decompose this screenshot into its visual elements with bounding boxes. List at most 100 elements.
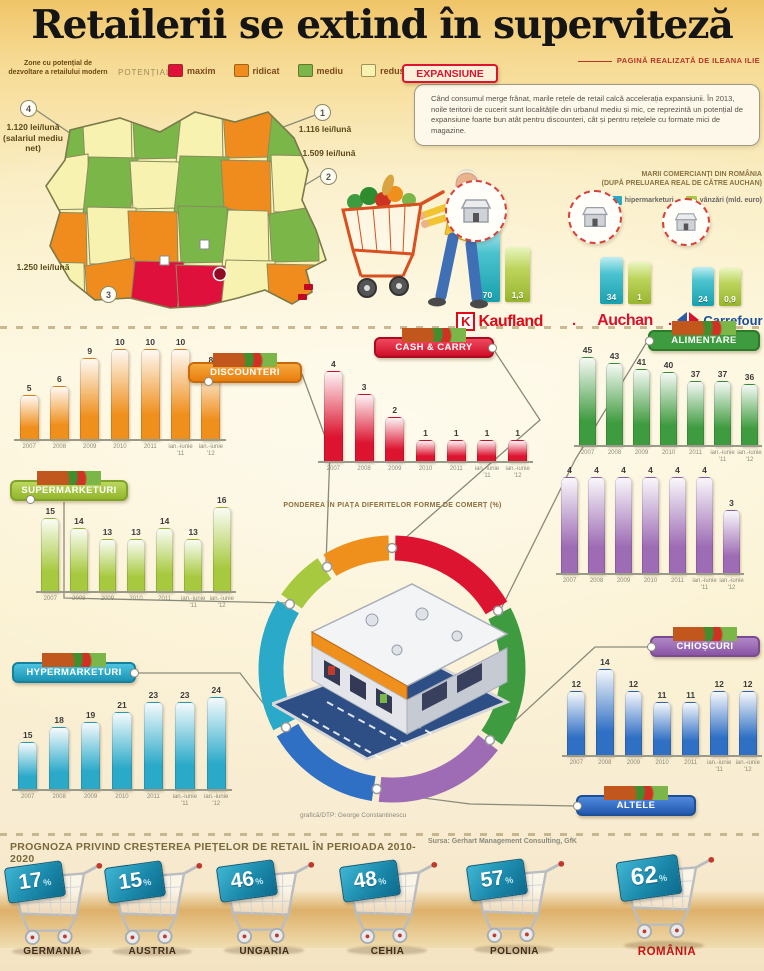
year-label: 2009 xyxy=(388,466,402,472)
chart-column: 11 2011 xyxy=(676,690,705,784)
chart-column: 23 ian.-iunie '11 xyxy=(169,690,200,818)
year-label: 2007 xyxy=(569,760,583,766)
forecast-cart-germania: 17% xyxy=(0,856,105,952)
cart-marker xyxy=(298,294,307,300)
chart-column: 11 2010 xyxy=(648,690,677,784)
store-icon xyxy=(460,199,492,223)
chart-column: 45 2007 xyxy=(574,345,601,474)
legend-label: redus xyxy=(380,65,405,76)
store-marker xyxy=(159,255,170,266)
dashed-separator-top xyxy=(0,326,764,329)
chart-column: 37 ian.-iunie '11 xyxy=(709,369,736,474)
bar-value-label: 15 xyxy=(45,506,56,516)
growth-value: 46 xyxy=(229,867,256,894)
county-cell xyxy=(127,210,179,269)
bar-value-label: 4 xyxy=(567,465,572,475)
sign-label: DISCOUNTERI xyxy=(210,367,280,378)
sign-chioscuri: CHIOȘCURI xyxy=(647,627,760,657)
bar-vanzari: 0,9 xyxy=(719,268,741,306)
bar-value-label: 10 xyxy=(145,337,155,347)
legend-item-maxim: maxim xyxy=(168,64,216,77)
bar xyxy=(669,477,686,575)
bar xyxy=(143,702,164,791)
year-label: ian.-iunie '11 xyxy=(180,596,206,609)
carrefour-diamond-icon xyxy=(677,312,700,328)
retailer-auchan: 34 1 xyxy=(568,190,668,310)
callout-number-3: 3 xyxy=(100,286,117,303)
legend-item-mediu: mediu xyxy=(297,64,343,77)
bar-value-label: 10 xyxy=(115,337,125,347)
bar-value-label: 13 xyxy=(131,527,141,537)
chart-column: 13 2010 xyxy=(122,527,151,620)
chart-column: 12 2009 xyxy=(619,679,648,784)
market-share-title: PONDEREA ÎN PIAȚA DIFERITELOR FORME DE C… xyxy=(283,502,502,509)
bar-value-label: 5 xyxy=(26,383,32,393)
cart-marker xyxy=(304,284,313,290)
produce-decoration xyxy=(37,471,101,485)
percent-sign: % xyxy=(377,875,388,887)
x-axis xyxy=(36,591,236,593)
year-label: 2011 xyxy=(449,466,463,472)
bar-value-label: 1 xyxy=(515,428,521,438)
percent-sign: % xyxy=(142,876,153,888)
year-label: 2008 xyxy=(72,596,86,602)
percent-sign: % xyxy=(254,875,265,887)
sign-pin xyxy=(647,642,656,651)
retailer-carrefour: 24 0,9 xyxy=(662,198,762,310)
year-label: 2011 xyxy=(158,596,172,602)
donut-segment-alimentare xyxy=(481,607,526,745)
bar xyxy=(17,742,38,791)
bar xyxy=(385,417,405,463)
retailers-legend: hipermarketuri vânzări (mld. euro) xyxy=(490,196,762,205)
bar-value-label: 3 xyxy=(729,498,734,508)
chart-column: 13 2009 xyxy=(93,527,122,620)
chart-column: 36 ian.-iunie '12 xyxy=(736,372,763,474)
bar-value-label: 43 xyxy=(609,351,620,361)
bar-value-label: 19 xyxy=(85,710,96,720)
store-icon xyxy=(582,207,608,227)
chart-column: 13 ian.-iunie '11 xyxy=(179,527,208,620)
bar xyxy=(633,369,650,447)
legend-swatch-ridicat xyxy=(233,64,249,77)
chart-column: 4 2011 xyxy=(664,465,691,602)
year-label: 2011 xyxy=(146,794,160,800)
bar xyxy=(49,727,69,791)
bar xyxy=(714,381,731,447)
year-label: 2009 xyxy=(634,450,649,456)
bar xyxy=(41,518,60,593)
growth-value: 15 xyxy=(117,868,144,895)
bar-value-label: 13 xyxy=(188,527,198,537)
chart-column: 2 2009 xyxy=(379,405,410,490)
growth-value: 48 xyxy=(352,867,379,894)
bar-value-label: 14 xyxy=(159,516,170,526)
store-icon-circle xyxy=(445,180,507,242)
chart-column: 23 2011 xyxy=(138,690,169,818)
year-label: 2007 xyxy=(326,466,341,472)
bar-value-label: 16 xyxy=(217,495,227,505)
bar xyxy=(642,477,659,575)
chart-alimentare: 45 2007 43 2008 41 2009 40 2010 37 2011 37 ian.-iun… xyxy=(574,345,763,474)
year-label: 2008 xyxy=(52,444,67,450)
bar xyxy=(606,363,623,447)
chart-hypermarketuri: 15 2007 18 2008 19 2009 21 2010 23 2011 23 ian.-iun… xyxy=(12,685,232,818)
chart-chioscuri: 12 2007 14 2008 12 2009 11 2010 11 2011 12 ian.-iun… xyxy=(562,657,762,784)
bar xyxy=(710,691,729,757)
year-label: 2009 xyxy=(616,578,631,584)
logo-separator-dot: · xyxy=(572,316,577,333)
bar-vanzari: 1 xyxy=(628,262,651,304)
bar-value-label: 4 xyxy=(702,465,707,475)
logo-separator-dot: · xyxy=(668,316,673,333)
chart-column: 3 2008 xyxy=(349,382,380,490)
callout-text-2: 1.509 lei/lună xyxy=(302,148,356,158)
year-label: 2010 xyxy=(661,450,676,456)
bar-hipermarketuri: 24 xyxy=(692,267,714,306)
expansion-text-box: Când consumul merge frânat, marile rețel… xyxy=(414,84,760,146)
chart-column: 4 ian.-iunie '11 xyxy=(691,465,718,602)
chart-column: 8 ian.-iunie '12 xyxy=(196,355,226,468)
chart-column: 1 2010 xyxy=(410,428,441,490)
bar xyxy=(477,440,497,463)
year-label: 2007 xyxy=(580,450,595,456)
romania-map xyxy=(45,111,327,309)
sign-altele: ALTELE xyxy=(573,786,696,816)
